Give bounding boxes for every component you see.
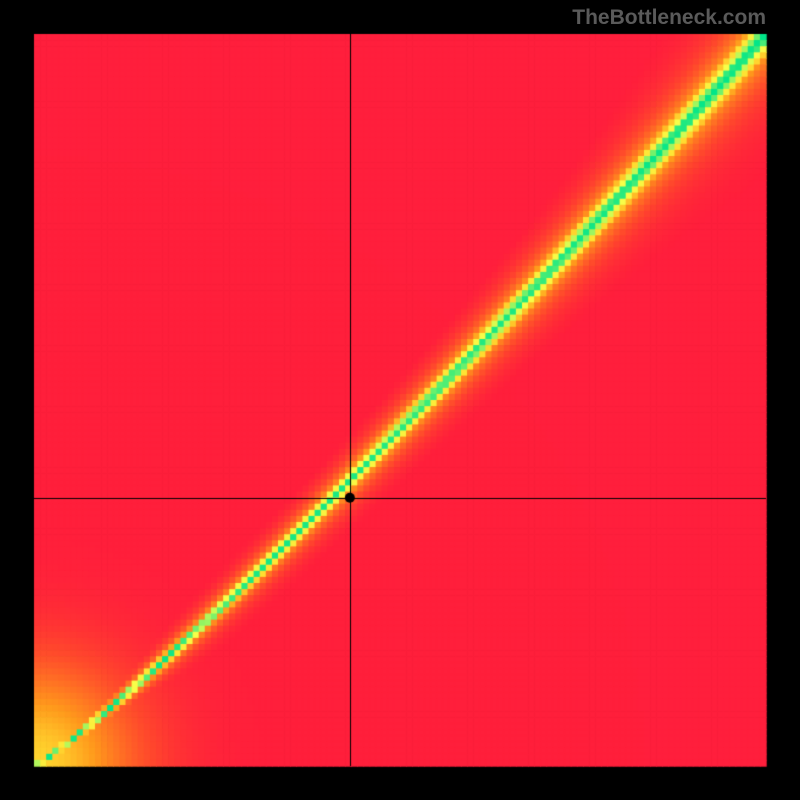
bottleneck-heatmap: [0, 0, 800, 800]
chart-container: TheBottleneck.com: [0, 0, 800, 800]
watermark-text: TheBottleneck.com: [572, 6, 766, 30]
